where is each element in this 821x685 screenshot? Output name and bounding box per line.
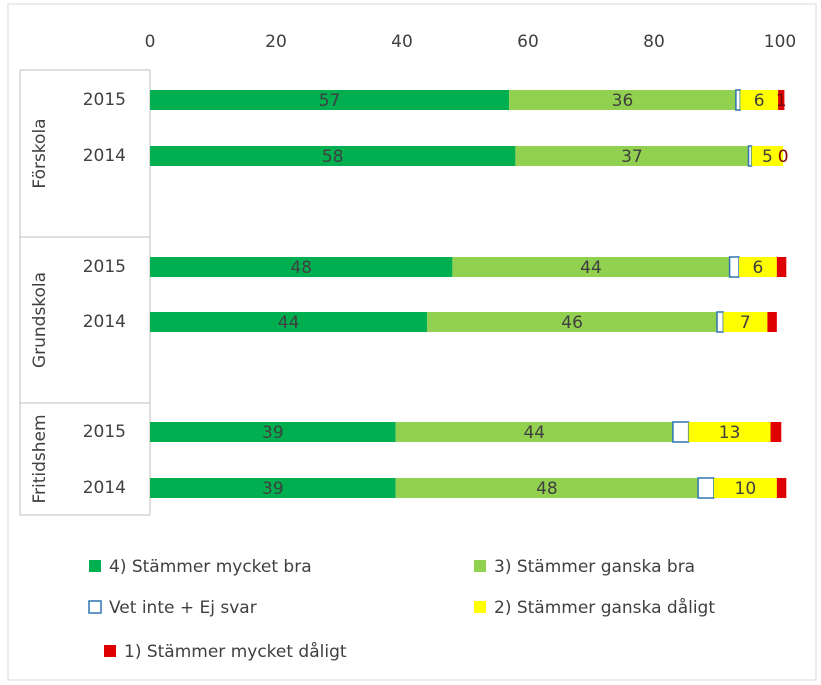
data-label: 6 xyxy=(753,258,764,278)
x-tick-label: 20 xyxy=(265,32,287,52)
bar-segment xyxy=(150,90,510,110)
y-tick-label: 2015 xyxy=(83,257,126,277)
legend-marker xyxy=(89,560,101,572)
bar-segment xyxy=(770,422,782,442)
bar-segment xyxy=(672,421,690,443)
group-label: Grundskola xyxy=(30,272,50,368)
bar-segment xyxy=(776,478,787,498)
x-tick-label: 0 xyxy=(145,32,156,52)
x-tick-label: 60 xyxy=(517,32,539,52)
data-label: 10 xyxy=(735,479,757,499)
bar-segment xyxy=(150,478,396,498)
data-label: 58 xyxy=(322,147,344,167)
x-tick-label: 80 xyxy=(643,32,665,52)
bar-segment xyxy=(728,256,740,278)
data-label: 6 xyxy=(754,91,765,111)
data-label: 37 xyxy=(621,147,643,167)
chart-frame xyxy=(7,3,817,681)
data-label: 57 xyxy=(319,91,341,111)
legend-label: 4) Stämmer mycket bra xyxy=(109,557,312,577)
data-label: 39 xyxy=(262,479,284,499)
group-label: Fritidshem xyxy=(30,414,50,503)
bar-segment xyxy=(150,422,396,442)
bar-segment xyxy=(150,312,428,332)
bar-segment xyxy=(751,146,784,166)
data-label: 48 xyxy=(290,258,312,278)
legend-label: 2) Stämmer ganska dåligt xyxy=(494,597,715,618)
legend-label: 3) Stämmer ganska bra xyxy=(494,557,695,577)
y-tick-label: 2014 xyxy=(83,312,126,332)
data-label: 44 xyxy=(278,313,300,333)
bar-segment xyxy=(515,146,749,166)
bar-segment xyxy=(778,90,785,110)
data-label: 13 xyxy=(719,423,741,443)
data-label: 46 xyxy=(561,313,583,333)
bar-segment xyxy=(688,422,771,442)
y-tick-label: 2014 xyxy=(83,146,126,166)
data-label: 48 xyxy=(536,479,558,499)
bar-segment xyxy=(509,90,736,110)
bar-segment xyxy=(747,145,753,167)
data-label: 44 xyxy=(523,423,545,443)
bar-segment xyxy=(713,478,777,498)
bar-segment xyxy=(150,146,516,166)
bar-segment xyxy=(395,422,673,442)
legend-marker xyxy=(104,645,116,657)
data-label: 44 xyxy=(580,258,602,278)
bar-segment xyxy=(697,477,715,499)
data-label: 39 xyxy=(262,423,284,443)
y-tick-label: 2015 xyxy=(83,422,126,442)
legend-marker xyxy=(474,601,486,613)
legend-label: 1) Stämmer mycket dåligt xyxy=(124,641,347,662)
data-label: 1 xyxy=(776,91,787,111)
data-label: 7 xyxy=(740,313,751,333)
x-tick-label: 40 xyxy=(391,32,413,52)
bar-segment xyxy=(427,312,717,332)
bar-segment xyxy=(723,312,768,332)
bar-segment xyxy=(776,257,787,277)
bar-segment xyxy=(150,257,453,277)
data-label: 0 xyxy=(778,147,789,167)
legend-label: Vet inte + Ej svar xyxy=(109,598,257,618)
legend-marker xyxy=(474,560,486,572)
y-tick-label: 2014 xyxy=(83,478,126,498)
group-label: Förskola xyxy=(30,118,50,188)
bar-segment xyxy=(716,311,725,333)
bar-segment xyxy=(395,478,699,498)
bar-segment xyxy=(452,257,730,277)
bar-segment xyxy=(767,312,777,332)
x-tick-label: 100 xyxy=(764,32,796,52)
data-label: 5 xyxy=(762,147,773,167)
legend-marker xyxy=(88,600,102,614)
bar-segment xyxy=(739,257,777,277)
bar-segment xyxy=(735,89,742,111)
bar-segment xyxy=(740,90,779,110)
data-label: 36 xyxy=(612,91,634,111)
y-tick-label: 2015 xyxy=(83,90,126,110)
